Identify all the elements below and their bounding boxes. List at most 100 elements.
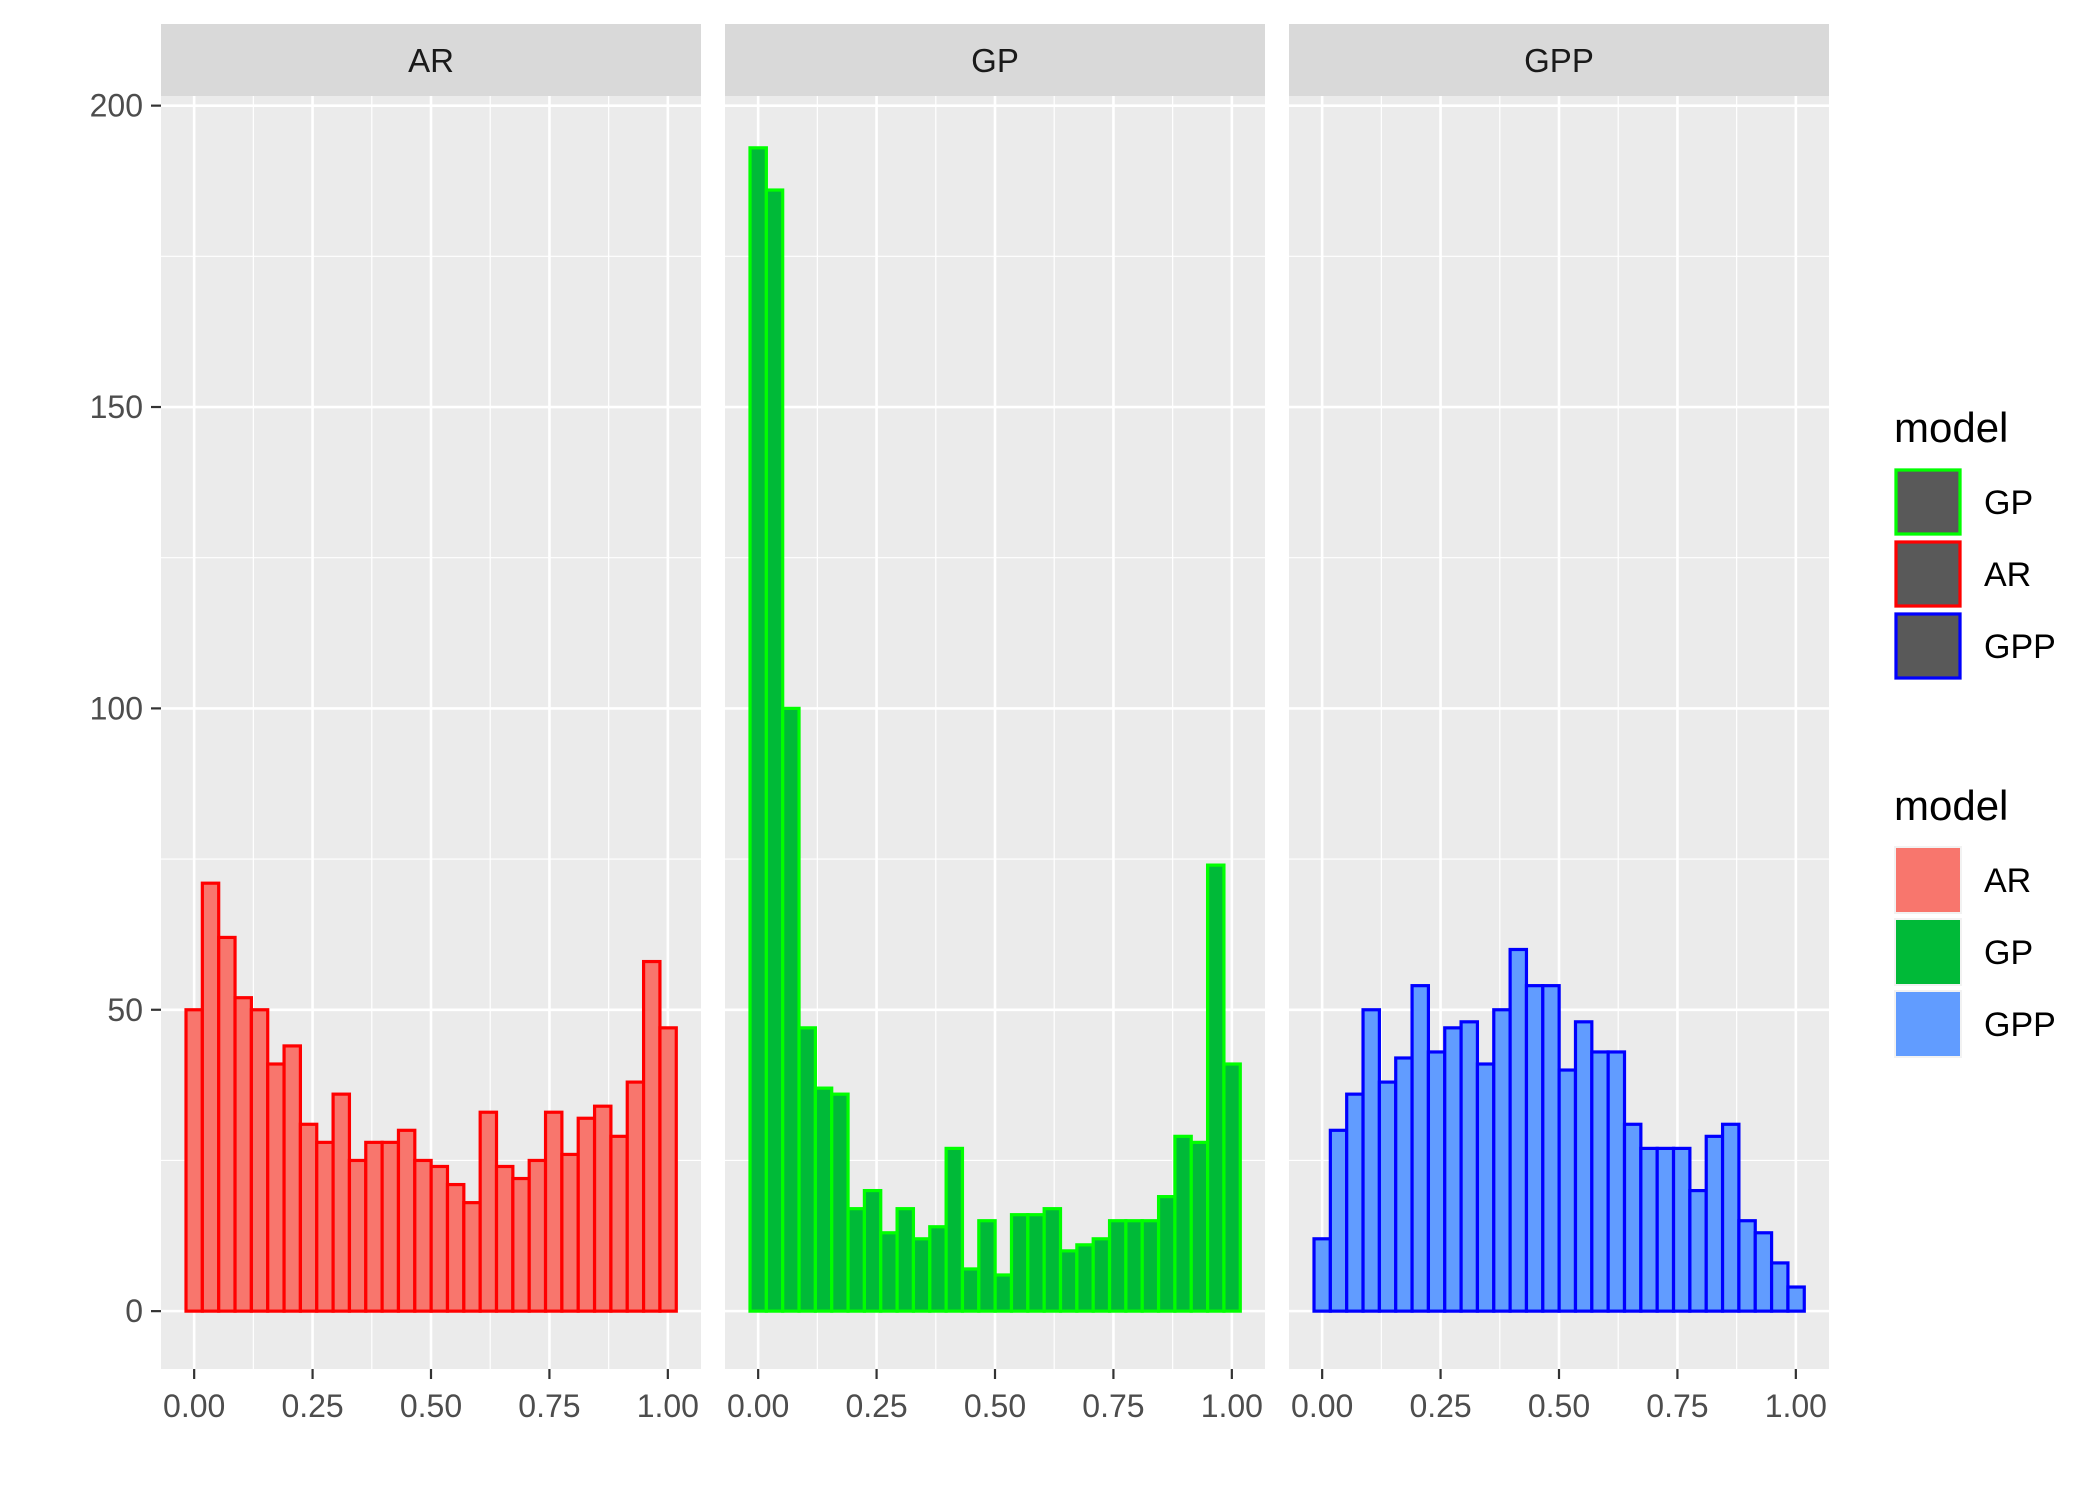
histogram-bar (445, 1182, 466, 1313)
histogram-bar (1720, 1122, 1741, 1313)
histogram-bar (462, 1201, 482, 1313)
histogram-bar (1328, 1128, 1349, 1313)
histogram-bar (1492, 1008, 1512, 1313)
histogram-bar (1655, 1146, 1676, 1313)
histogram-bars-ar (184, 881, 678, 1313)
histogram-bar (1590, 1050, 1610, 1313)
histogram-bar (846, 1207, 867, 1313)
y-tick-label: 150 (90, 389, 143, 425)
legend-label-gpp: GPP (1984, 1006, 2056, 1044)
legend-label-gp: GP (1984, 484, 2033, 522)
histogram-bar (315, 1140, 335, 1313)
histogram-bar (797, 1026, 817, 1313)
legends: model GP AR GPP model AR GP GPP (1894, 404, 2056, 1058)
histogram-bar (494, 1164, 515, 1313)
histogram-bar (249, 1008, 270, 1313)
histogram-bar (625, 1080, 646, 1313)
histogram-bar (1606, 1050, 1627, 1313)
y-tick-label: 100 (90, 690, 143, 726)
histogram-bar (184, 1008, 204, 1313)
panel-gpp: GPP 0.00 0.25 0.50 0.75 1.00 (1289, 24, 1829, 1424)
histogram-bar (1189, 1140, 1210, 1313)
histogram-bar (944, 1146, 965, 1313)
x-tick-label: 0.75 (518, 1388, 580, 1424)
histogram-bar (911, 1237, 932, 1313)
histogram-bar (282, 1044, 303, 1313)
legend-key-gp (1894, 468, 1962, 536)
panel-ar: AR 0.00 0.25 0.50 0.75 1.00 (161, 24, 701, 1424)
x-tick-label: 1.00 (1201, 1388, 1263, 1424)
histogram-bar (1173, 1134, 1193, 1313)
histogram-bar (1075, 1243, 1095, 1313)
histogram-bar (1639, 1146, 1659, 1313)
histogram-bar (396, 1128, 417, 1313)
x-tick-label: 0.50 (400, 1388, 462, 1424)
histogram-bar (1091, 1237, 1112, 1313)
y-tick-label: 200 (90, 88, 143, 124)
histogram-bar (862, 1188, 883, 1313)
histogram-bar (1459, 1020, 1480, 1313)
histogram-bar (1688, 1188, 1708, 1313)
x-tick-label: 0.75 (1082, 1388, 1144, 1424)
histogram-bar (1704, 1134, 1725, 1313)
x-tick-label: 0.00 (1291, 1388, 1353, 1424)
histogram-bar (1786, 1285, 1806, 1313)
histogram-bar (813, 1086, 834, 1313)
histogram-bar (1508, 947, 1529, 1313)
legend-fill: model AR GP GPP (1894, 782, 2056, 1058)
facet-strip-gpp (1289, 24, 1829, 96)
histogram-bar (331, 1092, 352, 1313)
histogram-bar (576, 1116, 597, 1313)
histogram-bar (1058, 1249, 1079, 1313)
histogram-bar (658, 1026, 678, 1313)
legend-label-ar: AR (1984, 862, 2031, 900)
histogram-bar (1524, 984, 1545, 1313)
histogram-bar (1361, 1008, 1381, 1313)
histogram-bar (895, 1207, 916, 1313)
legend-key-gpp (1896, 992, 1960, 1056)
histogram-bar (429, 1164, 450, 1313)
histogram-bar (1753, 1231, 1774, 1313)
histogram-bar (1737, 1219, 1757, 1313)
histogram-bar (1671, 1146, 1692, 1313)
y-tick-label: 0 (125, 1293, 143, 1329)
histogram-bar (879, 1231, 899, 1313)
histogram-bar (543, 1110, 564, 1313)
facet-strip-ar (161, 24, 701, 96)
histogram-bar (1345, 1092, 1365, 1313)
legend-key-ar (1896, 848, 1960, 912)
histogram-bar (266, 1062, 286, 1313)
legend-key-ar (1894, 540, 1962, 608)
histogram-bar (993, 1273, 1014, 1313)
facet-strip-label-ar: AR (408, 42, 454, 79)
facet-strip-label-gp: GP (971, 42, 1019, 79)
histogram-bar (1205, 863, 1226, 1313)
histogram-bar (1443, 1026, 1463, 1313)
x-tick-label: 0.50 (1528, 1388, 1590, 1424)
y-tick-label: 50 (107, 992, 143, 1028)
histogram-bar (200, 881, 221, 1313)
x-tick-label: 0.25 (1409, 1388, 1471, 1424)
histogram-bar (527, 1158, 548, 1313)
histogram-bar (478, 1110, 499, 1313)
histogram-bar (830, 1092, 850, 1313)
panel-gp: GP 0.00 0.25 0.50 0.75 1.00 (725, 24, 1265, 1424)
x-tick-label: 1.00 (1765, 1388, 1827, 1424)
histogram-bar (609, 1134, 629, 1313)
histogram-bar (233, 996, 253, 1313)
y-axis: 0 50 100 150 200 (90, 88, 161, 1329)
histogram-bar (1156, 1195, 1177, 1313)
histogram-bar (1124, 1219, 1144, 1313)
x-tick-label: 0.50 (964, 1388, 1026, 1424)
histogram-bar (592, 1104, 613, 1313)
facet-strip-gp (725, 24, 1265, 96)
histogram-bar (1475, 1062, 1496, 1313)
histogram-bar (1377, 1080, 1398, 1313)
histogram-bar (1222, 1062, 1242, 1313)
histogram-bar (1769, 1261, 1790, 1313)
histogram-bar (413, 1158, 433, 1313)
histogram-bar (641, 959, 662, 1313)
histogram-bar (1622, 1122, 1643, 1313)
legend-title: model (1894, 404, 2008, 451)
